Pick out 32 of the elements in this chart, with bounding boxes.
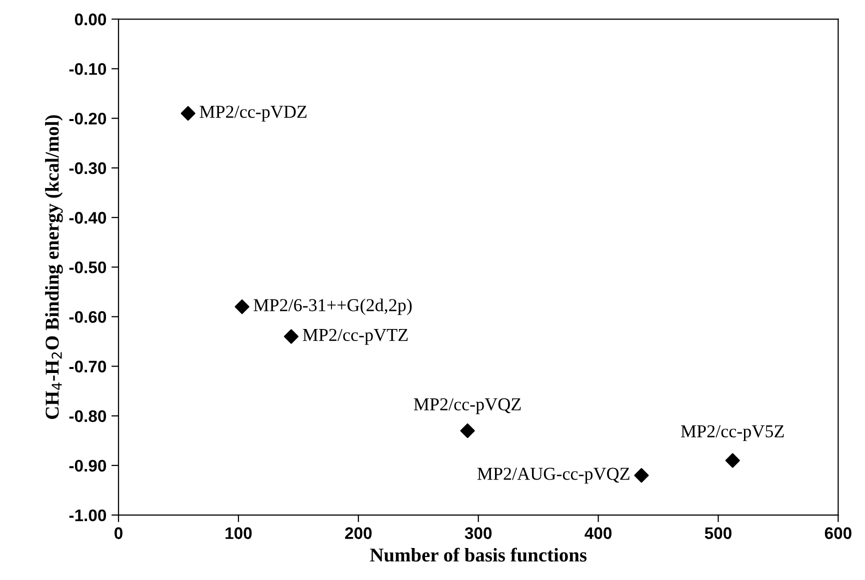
annotation: MP2/cc-pVDZ <box>200 106 307 122</box>
point <box>725 453 740 468</box>
annotation: MP2/cc-pV5Z <box>681 425 784 442</box>
x-tick-label: 500 <box>704 527 732 540</box>
y-tick-label: -0.30 <box>69 162 106 174</box>
x-tick-label: 0 <box>114 527 122 540</box>
y-tick-label: -0.80 <box>69 410 106 422</box>
x-tick-label: 200 <box>345 527 372 540</box>
x-tick-label: 100 <box>226 527 252 540</box>
annotation: MP2/cc-pVQZ <box>414 398 521 414</box>
x-tick-label: 300 <box>464 527 492 540</box>
y-tick-label: -0.90 <box>69 460 106 472</box>
y-tick-label: -0.50 <box>69 261 106 274</box>
y-tick-label: -1.00 <box>69 509 106 522</box>
x-tick-label: 600 <box>824 527 852 540</box>
annotation: MP2/cc-pVTZ <box>302 328 408 345</box>
x-tick-label: 400 <box>584 527 612 540</box>
y-axis-title: CH$_{4}$-H$_{2}$O Binding energy (kcal/mol) <box>45 115 63 419</box>
y-tick-label: -0.70 <box>69 360 106 372</box>
y-tick-label: -0.20 <box>69 112 106 125</box>
point <box>460 423 475 438</box>
x-axis-title: Number of basis functions <box>370 548 587 562</box>
y-tick-label: -0.60 <box>69 311 106 323</box>
y-tick-label: -0.40 <box>69 212 106 224</box>
annotation: MP2/6-31++G(2d,2p) <box>254 298 412 315</box>
annotation: MP2/AUG-cc-pVQZ <box>477 468 630 484</box>
point <box>234 299 250 314</box>
y-tick-label: -0.10 <box>69 63 106 75</box>
point <box>284 329 299 344</box>
y-tick-label: 0.00 <box>74 14 106 26</box>
point <box>180 106 196 121</box>
point <box>634 468 649 483</box>
